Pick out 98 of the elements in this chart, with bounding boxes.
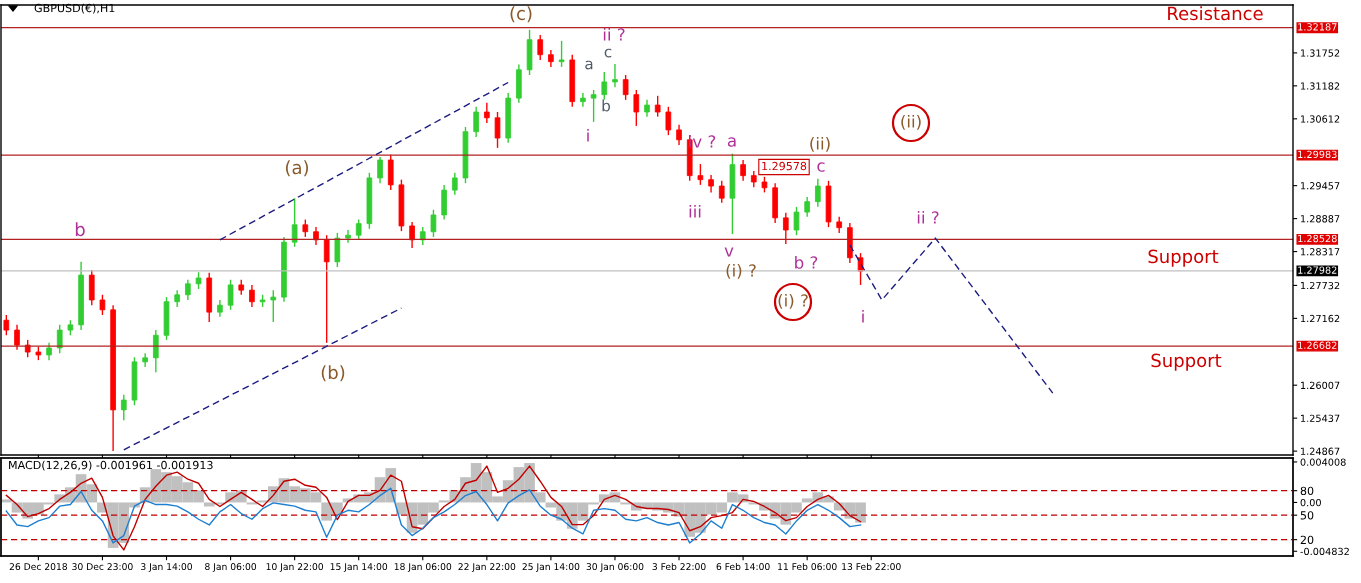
candlestick <box>131 356 138 406</box>
x-tick-label: 18 Jan 06:00 <box>394 563 452 572</box>
candlestick <box>612 63 618 88</box>
candlestick <box>697 163 704 186</box>
candlestick <box>366 172 373 230</box>
annotation: i <box>862 309 864 323</box>
annotation: b ? <box>795 255 818 269</box>
candlestick <box>451 172 458 196</box>
candlestick <box>99 294 106 316</box>
y-tick-label: 1.31752 <box>1301 49 1340 57</box>
annotation: b <box>75 222 85 237</box>
x-tick-label: 15 Jan 14:00 <box>330 563 388 572</box>
candlestick <box>622 74 629 101</box>
annotation: i <box>587 128 589 142</box>
annotation: b <box>602 99 611 112</box>
annotation: (ii) <box>901 114 921 130</box>
candlestick <box>718 180 725 204</box>
candlestick <box>729 152 736 235</box>
annotation: ii ? <box>603 27 625 41</box>
y-tick-label: 1.30612 <box>1301 115 1340 123</box>
annotation: v <box>724 247 734 257</box>
annotation: Resistance <box>1168 6 1263 21</box>
x-tick-label: 6 Feb 14:00 <box>716 562 770 571</box>
annotation: (c) <box>510 6 532 23</box>
annotation: a <box>727 137 736 147</box>
annotation: (i) ? <box>726 263 756 279</box>
candlestick <box>163 296 170 341</box>
ref-line-label: 1.27982 <box>1298 266 1337 274</box>
candlestick <box>793 206 800 236</box>
candlestick <box>88 269 95 306</box>
candlestick <box>654 95 661 118</box>
x-tick-label: 26 Dec 2018 <box>9 563 68 571</box>
chart-title: MACD(12,26,9) -0.001961 -0.001913 <box>9 460 213 471</box>
x-tick-label: 3 Jan 14:00 <box>141 563 192 572</box>
candlestick <box>3 314 10 336</box>
x-tick-label: 13 Feb 22:00 <box>842 562 901 571</box>
y-tick-label: -0.004832 <box>1300 547 1349 556</box>
candlestick <box>537 34 544 61</box>
bar <box>203 502 215 507</box>
candlestick <box>526 29 533 76</box>
y-tick-label: 1.24867 <box>1301 447 1340 455</box>
x-tick-label: 30 Jan 06:00 <box>586 563 644 572</box>
x-tick-label: 25 Jan 14:00 <box>522 563 580 572</box>
ref-line-label: 1.32187 <box>1298 23 1337 31</box>
annotation: iii <box>689 204 701 218</box>
annotation: Support <box>1151 353 1222 371</box>
candlestick <box>227 279 234 311</box>
ref-line-label: 1.29983 <box>1298 150 1337 159</box>
x-tick-label: 22 Jan 22:00 <box>458 563 516 572</box>
candlestick <box>206 272 213 323</box>
annotation: c <box>604 48 612 58</box>
y2-tick-label: 80 <box>1300 486 1314 496</box>
candlestick <box>665 106 672 136</box>
candlestick <box>558 40 565 68</box>
y2-tick-label: 20 <box>1300 535 1314 545</box>
y-tick-label: 1.28317 <box>1301 248 1340 256</box>
ref-line-label: 1.28528 <box>1298 234 1337 243</box>
y-tick-label: 1.29457 <box>1301 182 1340 190</box>
x-tick-label: 8 Jan 06:00 <box>205 563 257 572</box>
candlestick <box>462 126 469 184</box>
candlestick <box>430 209 437 238</box>
bar <box>620 502 631 505</box>
candlestick <box>398 178 405 232</box>
candlestick <box>601 71 608 101</box>
x-tick-label: 11 Feb 06:00 <box>778 562 837 571</box>
annotation: a <box>585 60 593 70</box>
line-series <box>5 487 862 544</box>
annotation: Support <box>1148 249 1219 267</box>
candlestick <box>494 111 501 149</box>
candlestick <box>825 180 832 228</box>
annotation: (i) ? <box>778 293 808 309</box>
chart-title: GBPUSD(€),H1 <box>34 3 115 14</box>
candlestick <box>633 89 640 127</box>
ref-line-label: 1.26682 <box>1298 341 1337 349</box>
y-tick-label: 1.26007 <box>1301 381 1340 390</box>
candlestick <box>387 154 394 191</box>
candlestick <box>270 289 277 323</box>
y-tick-label: 1.27732 <box>1301 281 1340 290</box>
annotation: (b) <box>321 365 345 382</box>
annotation: (a) <box>285 160 309 177</box>
y-tick-label: 1.25437 <box>1301 414 1340 422</box>
candlestick <box>355 218 362 241</box>
y2-tick-label: 50 <box>1300 511 1314 520</box>
y-tick-label: 1.27162 <box>1301 314 1340 323</box>
candlestick <box>120 394 127 421</box>
x-tick-label: 10 Jan 22:00 <box>266 563 324 572</box>
x-tick-label: 30 Dec 23:00 <box>72 563 133 571</box>
candlestick <box>590 89 597 123</box>
y-tick-label: 1.28887 <box>1301 215 1340 223</box>
y-tick-label: 0.004008 <box>1300 458 1346 466</box>
candlestick <box>569 54 576 108</box>
y-tick-label: 0.00 <box>1300 498 1321 507</box>
annotation: c <box>817 162 825 172</box>
x-tick-label: 3 Feb 22:00 <box>652 562 706 571</box>
annotation: ii ? <box>917 210 939 224</box>
annotation: (ii) <box>810 136 830 152</box>
annotation: 1.29578 <box>762 161 807 171</box>
y-tick-label: 1.31182 <box>1301 82 1340 90</box>
